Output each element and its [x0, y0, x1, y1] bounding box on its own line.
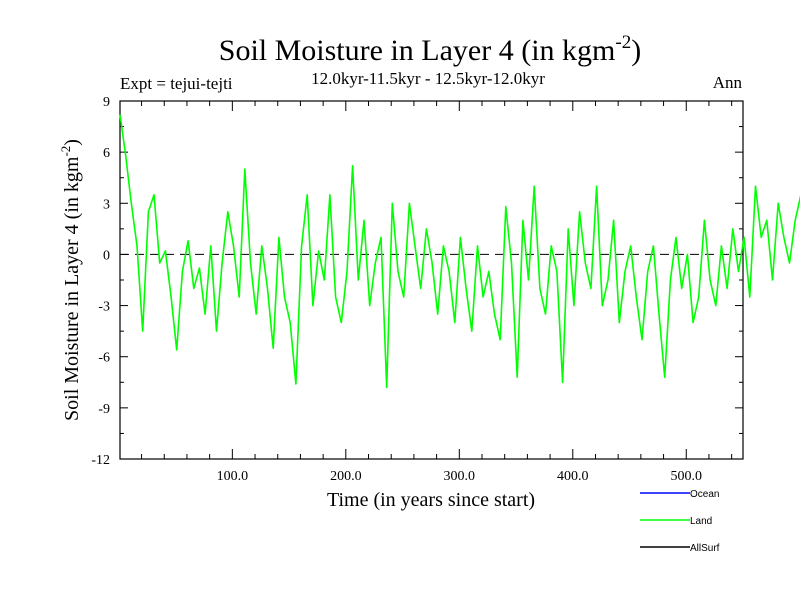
legend: Ocean Land AllSurf	[640, 489, 720, 554]
y-axis-label-sup: -2	[58, 146, 73, 157]
chart-title-sup: -2	[615, 32, 631, 53]
series-line-land	[119, 114, 800, 389]
x-tick-label: 200.0	[330, 469, 362, 484]
y-tick-label: -3	[98, 300, 110, 315]
y-tick-label: -9	[98, 402, 110, 417]
expt-label: Expt = tejui-tejti	[120, 74, 233, 93]
chart-subtitle: 12.0kyr-11.5kyr - 12.5kyr-12.0kyr	[311, 69, 545, 88]
y-tick-label: -6	[98, 351, 110, 366]
x-tick-label: 300.0	[444, 469, 476, 484]
legend-ocean-label: Ocean	[690, 489, 719, 500]
y-axis-label: Soil Moisture in Layer 4 (in kgm-2)	[58, 139, 83, 421]
x-tick-label: 100.0	[217, 469, 249, 484]
legend-land-label: Land	[690, 516, 712, 527]
period-label: Ann	[713, 73, 743, 92]
series-group	[119, 114, 800, 389]
y-tick-label: -12	[91, 453, 110, 468]
y-tick-label: 9	[103, 95, 110, 110]
chart-title: Soil Moisture in Layer 4 (in kgm-2)	[219, 32, 641, 67]
y-axis-label-text: Soil Moisture in Layer 4 (in kgm	[61, 156, 83, 421]
y-tick-label: 0	[103, 248, 110, 263]
y-tick-label: 3	[103, 197, 110, 212]
chart-title-text: Soil Moisture in Layer 4 (in kgm	[219, 34, 616, 67]
x-axis-label: Time (in years since start)	[327, 489, 535, 511]
x-tick-label: 500.0	[671, 469, 703, 484]
y-tick-label: 6	[103, 146, 110, 161]
y-axis-label-close: )	[61, 139, 83, 146]
chart-title-close: )	[631, 34, 641, 67]
legend-allsurf-label: AllSurf	[690, 543, 720, 554]
x-tick-label: 400.0	[557, 469, 589, 484]
x-axis: 100.0 200.0 300.0 400.0 500.0	[141, 101, 733, 484]
y-axis: -12 -9 -6 -3 0 3 6 9	[91, 95, 743, 468]
